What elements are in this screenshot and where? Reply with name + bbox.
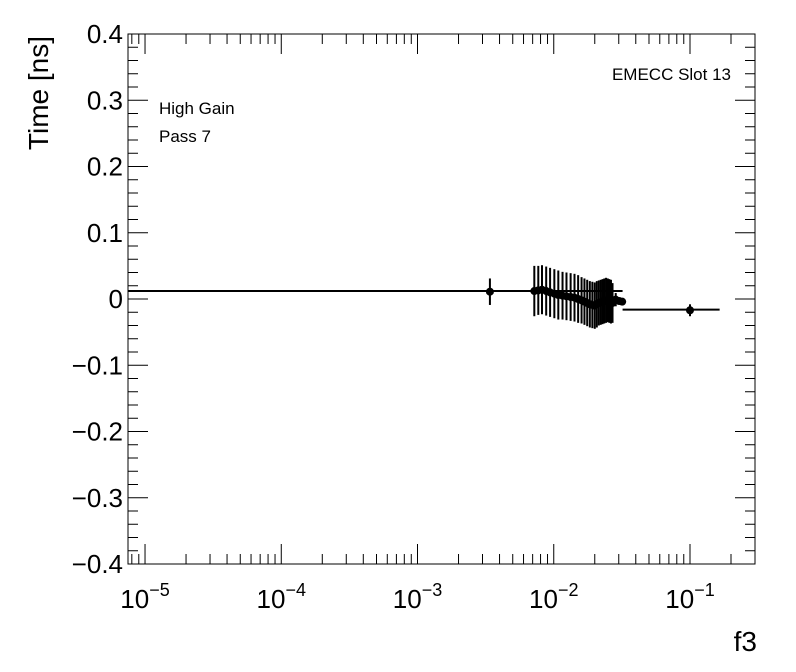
major-ticks [128,33,755,565]
pass-label: Pass 7 [159,127,211,146]
x-tick-label: 10−1 [665,580,714,614]
x-tick-label: 10−2 [529,580,578,614]
y-tick-label: 0.1 [87,218,123,248]
minor-ticks [128,34,755,564]
y-tick-label: 0.4 [87,19,123,49]
gain-label: High Gain [159,99,235,118]
y-tick-label: −0.2 [72,417,123,447]
y-tick-label: −0.4 [72,549,123,579]
x-tick-labels: 10−5 10−4 10−3 10−2 10−1 [120,580,714,614]
x-tick-label: 10−3 [393,580,442,614]
y-axis-title: Time [ns] [23,36,54,150]
slot-label: EMECC Slot 13 [612,65,731,84]
data-points [485,265,694,329]
y-tick-label: −0.3 [72,483,123,513]
y-tick-label: −0.1 [72,350,123,380]
data-point [685,306,694,315]
data-point [618,297,627,306]
y-tick-label: 0.3 [87,85,123,115]
x-tick-label: 10−4 [257,580,306,614]
y-tick-label: 0 [109,284,123,314]
y-tick-labels: −0.4 −0.3 −0.2 −0.1 0 0.1 0.2 0.3 0.4 [72,19,123,579]
y-tick-label: 0.2 [87,152,123,182]
x-tick-label: 10−5 [120,580,169,614]
data-point [485,287,494,296]
x-axis-title: f3 [734,626,757,657]
